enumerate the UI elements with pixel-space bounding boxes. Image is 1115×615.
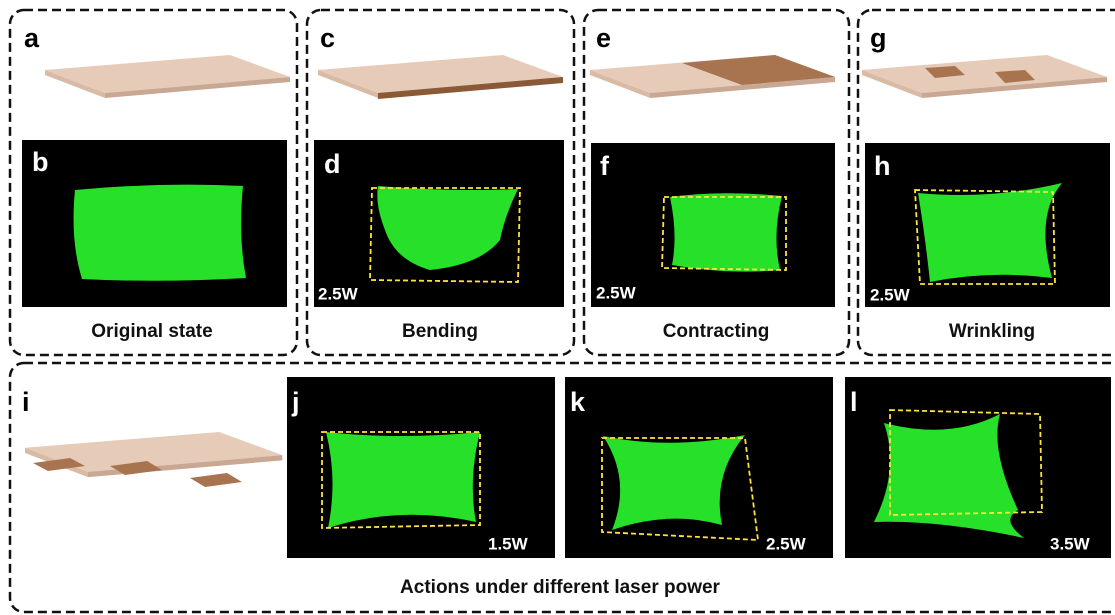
panel-label: k bbox=[570, 387, 586, 417]
figure: a b Original state c d 2.5W Bending e f … bbox=[0, 0, 1115, 615]
panel-label: a bbox=[24, 23, 40, 53]
plate-sketch bbox=[45, 55, 290, 98]
caption: Contracting bbox=[663, 321, 770, 342]
power-label: 3.5W bbox=[1050, 534, 1091, 553]
power-label: 2.5W bbox=[596, 283, 637, 302]
panel-label: j bbox=[291, 387, 300, 417]
page: a b Original state c d 2.5W Bending e f … bbox=[0, 0, 1115, 615]
power-label: 2.5W bbox=[766, 534, 807, 553]
sample bbox=[326, 432, 480, 528]
panel-label: l bbox=[850, 387, 858, 417]
panel-label: f bbox=[600, 151, 610, 181]
panel-label: e bbox=[596, 23, 611, 53]
panel-label: d bbox=[324, 149, 341, 179]
caption: Wrinkling bbox=[949, 321, 1035, 342]
power-label: 2.5W bbox=[870, 285, 911, 304]
sample bbox=[670, 193, 782, 271]
panel-label: g bbox=[870, 23, 887, 53]
panel-label: c bbox=[320, 23, 335, 53]
caption: Actions under different laser power bbox=[400, 577, 720, 598]
caption: Bending bbox=[402, 321, 478, 342]
caption: Original state bbox=[91, 321, 212, 342]
power-label: 2.5W bbox=[318, 284, 359, 303]
panel-label: b bbox=[32, 147, 49, 177]
plate-sketch bbox=[862, 55, 1107, 98]
power-label: 1.5W bbox=[488, 534, 529, 553]
sample bbox=[74, 185, 246, 281]
panel-label: i bbox=[22, 387, 30, 417]
sample bbox=[918, 183, 1062, 282]
panel-label: h bbox=[874, 151, 891, 181]
wrinkle-patch bbox=[190, 473, 242, 487]
